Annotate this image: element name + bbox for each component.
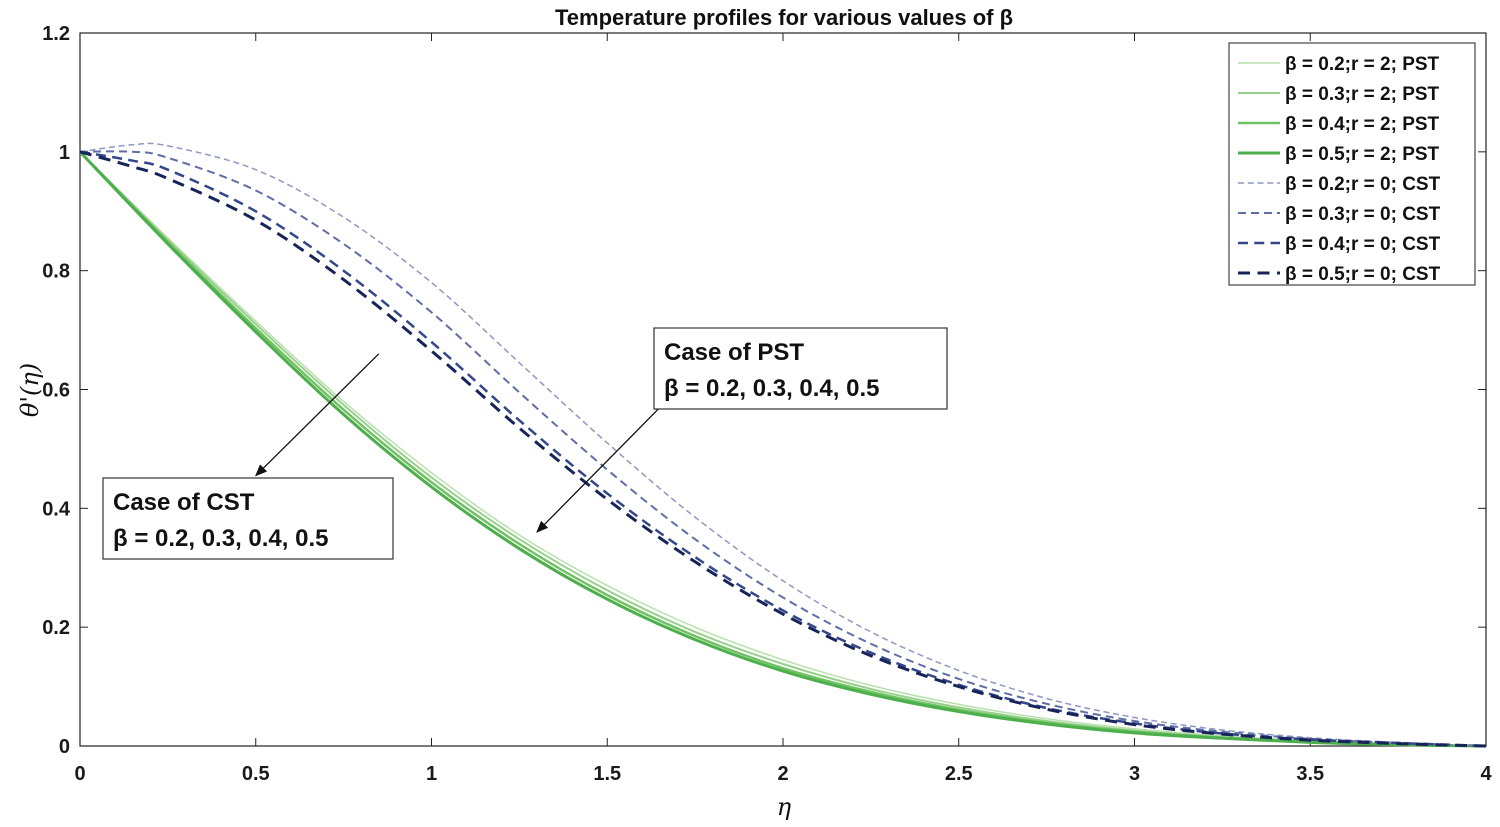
annotation-arrow xyxy=(255,353,380,477)
annotation-box xyxy=(102,477,394,560)
y-tick-label: 0.2 xyxy=(42,617,70,639)
y-tick-label: 0 xyxy=(59,736,70,758)
annotation-values: β = 0.2, 0.3, 0.4, 0.5 xyxy=(113,525,328,552)
annotation-title: Case of CST xyxy=(113,489,255,516)
annotation-pst: Case of PST β = 0.2, 0.3, 0.4, 0.5 xyxy=(536,327,948,533)
annotation-arrow xyxy=(536,406,661,533)
x-tick-label: 1.5 xyxy=(593,763,621,785)
annotation-title: Case of PST xyxy=(664,339,804,366)
y-tick-label: 1 xyxy=(59,142,70,164)
x-tick-label: 3.5 xyxy=(1296,763,1324,785)
legend-label: β = 0.3;r = 2; PST xyxy=(1285,84,1440,105)
annotation-values: β = 0.2, 0.3, 0.4, 0.5 xyxy=(664,375,879,402)
y-axis-label: θ'(η) xyxy=(16,363,44,417)
legend-label: β = 0.2;r = 2; PST xyxy=(1285,54,1440,75)
legend: β = 0.2;r = 2; PST β = 0.3;r = 2; PST β = … xyxy=(1228,42,1476,286)
legend-box xyxy=(1228,42,1476,286)
legend-label: β = 0.5;r = 2; PST xyxy=(1285,144,1440,165)
annotation-box xyxy=(653,327,948,410)
annotation-cst: Case of CST β = 0.2, 0.3, 0.4, 0.5 xyxy=(102,353,394,560)
y-tick-label: 1.2 xyxy=(42,23,70,45)
axis-ticks: 0 0.5 1 1.5 2 2.5 3 3.5 4 0 0.2 0.4 0.6 0.8 1 1.2 xyxy=(42,23,1492,785)
legend-label: β = 0.4;r = 2; PST xyxy=(1285,114,1440,135)
x-tick-label: 2.5 xyxy=(945,763,973,785)
y-tick-label: 0.6 xyxy=(42,380,70,402)
x-tick-label: 4 xyxy=(1480,763,1492,785)
x-axis-label: η xyxy=(777,793,792,821)
legend-label: β = 0.3;r = 0; CST xyxy=(1285,204,1441,225)
x-tick-label: 1 xyxy=(426,763,437,785)
x-tick-label: 3 xyxy=(1129,763,1140,785)
x-tick-label: 0 xyxy=(74,763,85,785)
series-line-4 xyxy=(78,150,1487,748)
legend-label: β = 0.2;r = 0; CST xyxy=(1285,174,1441,195)
series-line-7 xyxy=(79,150,1487,748)
series-line-8 xyxy=(79,150,1487,748)
chart-title: Temperature profiles for various values … xyxy=(555,5,1013,30)
x-tick-label: 0.5 xyxy=(242,763,270,785)
legend-label: β = 0.5;r = 0; CST xyxy=(1285,264,1441,285)
series-line-6 xyxy=(79,150,1487,747)
x-tick-label: 2 xyxy=(777,763,788,785)
legend-label: β = 0.4;r = 0; CST xyxy=(1285,234,1441,255)
series-line-1 xyxy=(79,151,1487,747)
y-tick-label: 0.4 xyxy=(42,498,71,520)
series-layer xyxy=(78,142,1487,748)
y-tick-label: 0.8 xyxy=(42,261,70,283)
